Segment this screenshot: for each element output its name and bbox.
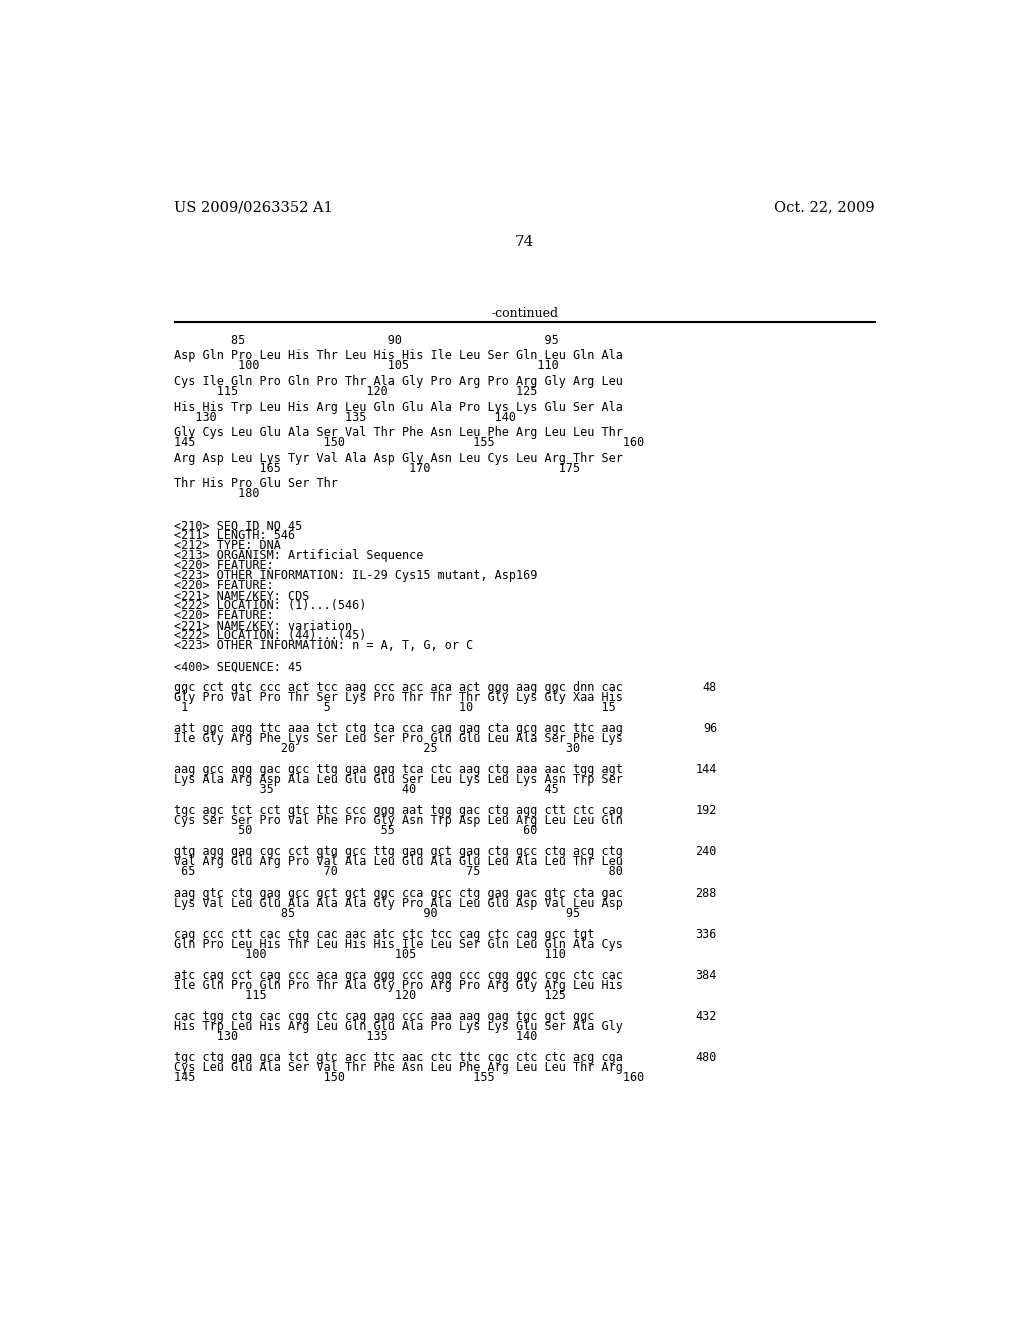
Text: Cys Ser Ser Pro Val Phe Pro Gly Asn Trp Asp Leu Arg Leu Leu Gln: Cys Ser Ser Pro Val Phe Pro Gly Asn Trp …	[174, 814, 624, 828]
Text: 165                  170                  175: 165 170 175	[174, 462, 581, 475]
Text: 432: 432	[695, 1010, 717, 1023]
Text: 50                  55                  60: 50 55 60	[174, 825, 538, 837]
Text: 100                  105                  110: 100 105 110	[174, 948, 566, 961]
Text: cac tgg ctg cac cgg ctc cag gag ccc aaa aag gag tgc gct ggc: cac tgg ctg cac cgg ctc cag gag ccc aaa …	[174, 1010, 595, 1023]
Text: <213> ORGANISM: Artificial Sequence: <213> ORGANISM: Artificial Sequence	[174, 549, 424, 562]
Text: 115                  120                  125: 115 120 125	[174, 989, 566, 1002]
Text: att ggc agg ttc aaa tct ctg tca cca cag gag cta gcg agc ttc aag: att ggc agg ttc aaa tct ctg tca cca cag …	[174, 722, 624, 735]
Text: <222> LOCATION: (44)...(45): <222> LOCATION: (44)...(45)	[174, 630, 367, 643]
Text: 240: 240	[695, 846, 717, 858]
Text: cag ccc ctt cac ctg cac aac atc ctc tcc cag ctc cag gcc tgt: cag ccc ctt cac ctg cac aac atc ctc tcc …	[174, 928, 595, 941]
Text: 96: 96	[702, 722, 717, 735]
Text: 144: 144	[695, 763, 717, 776]
Text: <220> FEATURE:: <220> FEATURE:	[174, 610, 274, 622]
Text: 192: 192	[695, 804, 717, 817]
Text: Ile Gln Pro Gln Pro Thr Ala Gly Pro Arg Pro Arg Gly Arg Leu His: Ile Gln Pro Gln Pro Thr Ala Gly Pro Arg …	[174, 978, 624, 991]
Text: <212> TYPE: DNA: <212> TYPE: DNA	[174, 539, 282, 552]
Text: His His Trp Leu His Arg Leu Gln Glu Ala Pro Lys Lys Glu Ser Ala: His His Trp Leu His Arg Leu Gln Glu Ala …	[174, 400, 624, 413]
Text: 130                  135                  140: 130 135 140	[174, 411, 516, 424]
Text: 336: 336	[695, 928, 717, 941]
Text: atc cag cct cag ccc aca gca ggg ccc agg ccc cgg ggc cgc ctc cac: atc cag cct cag ccc aca gca ggg ccc agg …	[174, 969, 624, 982]
Text: 65                  70                  75                  80: 65 70 75 80	[174, 866, 624, 879]
Text: tgc ctg gag gca tct gtc acc ttc aac ctc ttc cgc ctc ctc acg cga: tgc ctg gag gca tct gtc acc ttc aac ctc …	[174, 1051, 624, 1064]
Text: 48: 48	[702, 681, 717, 694]
Text: <220> FEATURE:: <220> FEATURE:	[174, 579, 274, 593]
Text: 480: 480	[695, 1051, 717, 1064]
Text: Thr His Pro Glu Ser Thr: Thr His Pro Glu Ser Thr	[174, 477, 338, 490]
Text: 85                  90                  95: 85 90 95	[174, 907, 581, 920]
Text: <221> NAME/KEY: CDS: <221> NAME/KEY: CDS	[174, 589, 310, 602]
Text: 180: 180	[174, 487, 260, 500]
Text: Gln Pro Leu His Thr Leu His His Ile Leu Ser Gln Leu Gln Ala Cys: Gln Pro Leu His Thr Leu His His Ile Leu …	[174, 937, 624, 950]
Text: 145                  150                  155                  160: 145 150 155 160	[174, 436, 645, 449]
Text: <220> FEATURE:: <220> FEATURE:	[174, 560, 274, 572]
Text: <210> SEQ ID NO 45: <210> SEQ ID NO 45	[174, 519, 303, 532]
Text: <223> OTHER INFORMATION: n = A, T, G, or C: <223> OTHER INFORMATION: n = A, T, G, or…	[174, 639, 474, 652]
Text: <221> NAME/KEY: variation: <221> NAME/KEY: variation	[174, 619, 352, 632]
Text: Asp Gln Pro Leu His Thr Leu His His Ile Leu Ser Gln Leu Gln Ala: Asp Gln Pro Leu His Thr Leu His His Ile …	[174, 350, 624, 363]
Text: 85                    90                    95: 85 90 95	[174, 334, 559, 347]
Text: 74: 74	[515, 235, 535, 249]
Text: His Trp Leu His Arg Leu Gln Glu Ala Pro Lys Lys Glu Ser Ala Gly: His Trp Leu His Arg Leu Gln Glu Ala Pro …	[174, 1019, 624, 1032]
Text: Oct. 22, 2009: Oct. 22, 2009	[774, 201, 876, 215]
Text: Lys Ala Arg Asp Ala Leu Glu Glu Ser Leu Lys Leu Lys Asn Trp Ser: Lys Ala Arg Asp Ala Leu Glu Glu Ser Leu …	[174, 774, 624, 787]
Text: Cys Leu Glu Ala Ser Val Thr Phe Asn Leu Phe Arg Leu Leu Thr Arg: Cys Leu Glu Ala Ser Val Thr Phe Asn Leu …	[174, 1061, 624, 1073]
Text: Ile Gly Arg Phe Lys Ser Leu Ser Pro Gln Glu Leu Ala Ser Phe Lys: Ile Gly Arg Phe Lys Ser Leu Ser Pro Gln …	[174, 733, 624, 746]
Text: 1                   5                  10                  15: 1 5 10 15	[174, 701, 616, 714]
Text: 115                  120                  125: 115 120 125	[174, 385, 538, 399]
Text: US 2009/0263352 A1: US 2009/0263352 A1	[174, 201, 333, 215]
Text: aag gcc agg gac gcc ttg gaa gag tca ctc aag ctg aaa aac tgg agt: aag gcc agg gac gcc ttg gaa gag tca ctc …	[174, 763, 624, 776]
Text: 384: 384	[695, 969, 717, 982]
Text: <223> OTHER INFORMATION: IL-29 Cys15 mutant, Asp169: <223> OTHER INFORMATION: IL-29 Cys15 mut…	[174, 569, 538, 582]
Text: <222> LOCATION: (1)...(546): <222> LOCATION: (1)...(546)	[174, 599, 367, 612]
Text: <211> LENGTH: 546: <211> LENGTH: 546	[174, 529, 296, 543]
Text: 100                  105                  110: 100 105 110	[174, 359, 559, 372]
Text: Gly Cys Leu Glu Ala Ser Val Thr Phe Asn Leu Phe Arg Leu Leu Thr: Gly Cys Leu Glu Ala Ser Val Thr Phe Asn …	[174, 426, 624, 440]
Text: 288: 288	[695, 887, 717, 899]
Text: Lys Val Leu Glu Ala Ala Ala Gly Pro Ala Leu Glu Asp Val Leu Asp: Lys Val Leu Glu Ala Ala Ala Gly Pro Ala …	[174, 896, 624, 909]
Text: aag gtc ctg gag gcc gct gct ggc cca gcc ctg gag gac gtc cta gac: aag gtc ctg gag gcc gct gct ggc cca gcc …	[174, 887, 624, 899]
Text: ggc cct gtc ccc act tcc aag ccc acc aca act ggg aag ggc dnn cac: ggc cct gtc ccc act tcc aag ccc acc aca …	[174, 681, 624, 694]
Text: 145                  150                  155                  160: 145 150 155 160	[174, 1071, 645, 1084]
Text: 130                  135                  140: 130 135 140	[174, 1030, 538, 1043]
Text: 35                  40                  45: 35 40 45	[174, 783, 559, 796]
Text: Val Arg Glu Arg Pro Val Ala Leu Glu Ala Glu Leu Ala Leu Thr Leu: Val Arg Glu Arg Pro Val Ala Leu Glu Ala …	[174, 855, 624, 869]
Text: <400> SEQUENCE: 45: <400> SEQUENCE: 45	[174, 660, 303, 673]
Text: Cys Ile Gln Pro Gln Pro Thr Ala Gly Pro Arg Pro Arg Gly Arg Leu: Cys Ile Gln Pro Gln Pro Thr Ala Gly Pro …	[174, 375, 624, 388]
Text: tgc agc tct cct gtc ttc ccc ggg aat tgg gac ctg agg ctt ctc cag: tgc agc tct cct gtc ttc ccc ggg aat tgg …	[174, 804, 624, 817]
Text: 20                  25                  30: 20 25 30	[174, 742, 581, 755]
Text: -continued: -continued	[492, 308, 558, 319]
Text: gtg agg gag cgc cct gtg gcc ttg gag gct gag ctg gcc ctg acg ctg: gtg agg gag cgc cct gtg gcc ttg gag gct …	[174, 846, 624, 858]
Text: Gly Pro Val Pro Thr Ser Lys Pro Thr Thr Thr Gly Lys Gly Xaa His: Gly Pro Val Pro Thr Ser Lys Pro Thr Thr …	[174, 692, 624, 705]
Text: Arg Asp Leu Lys Tyr Val Ala Asp Gly Asn Leu Cys Leu Arg Thr Ser: Arg Asp Leu Lys Tyr Val Ala Asp Gly Asn …	[174, 451, 624, 465]
